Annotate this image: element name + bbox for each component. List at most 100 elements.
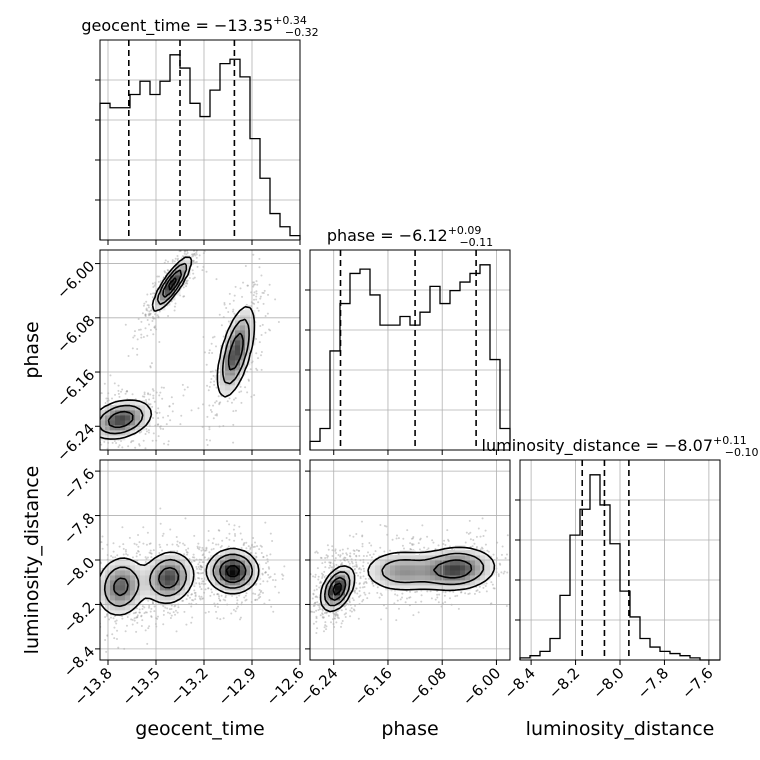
density-cell bbox=[330, 595, 336, 601]
density-cell bbox=[180, 590, 186, 596]
sample-point bbox=[281, 577, 284, 580]
sample-point bbox=[188, 596, 191, 599]
sample-point bbox=[409, 590, 412, 593]
density-cell bbox=[150, 575, 156, 581]
sample-point bbox=[82, 413, 84, 415]
sample-point bbox=[353, 552, 356, 555]
sample-point bbox=[148, 398, 151, 401]
sample-point bbox=[361, 545, 364, 548]
sample-point bbox=[140, 336, 143, 339]
sample-point bbox=[127, 445, 130, 448]
sample-point bbox=[361, 542, 364, 545]
density-cell bbox=[230, 360, 236, 366]
sample-point bbox=[193, 589, 196, 592]
density-cell bbox=[135, 600, 141, 606]
sample-point bbox=[156, 423, 159, 426]
sample-point bbox=[225, 520, 228, 523]
sample-point bbox=[334, 549, 337, 552]
sample-point bbox=[166, 268, 169, 271]
sample-point bbox=[336, 614, 339, 617]
sample-point bbox=[211, 351, 214, 354]
sample-point bbox=[314, 601, 317, 604]
sample-point bbox=[243, 541, 246, 544]
sample-point bbox=[482, 586, 485, 589]
sample-point bbox=[397, 607, 400, 610]
density-cell bbox=[445, 555, 451, 561]
sample-point bbox=[149, 552, 152, 555]
sample-point bbox=[167, 611, 170, 614]
sample-point bbox=[167, 440, 170, 443]
density-cell bbox=[115, 560, 121, 566]
sample-point bbox=[186, 246, 188, 248]
sample-point bbox=[210, 548, 213, 551]
sample-point bbox=[253, 302, 256, 305]
sample-point bbox=[131, 393, 134, 396]
density-cell bbox=[180, 575, 186, 581]
density-cell bbox=[430, 570, 436, 576]
contour-line bbox=[225, 564, 241, 578]
density-cell bbox=[350, 580, 356, 586]
sample-point bbox=[341, 562, 344, 565]
sample-point bbox=[429, 590, 432, 593]
density-cell bbox=[410, 570, 416, 576]
density-cell bbox=[435, 555, 441, 561]
sample-point bbox=[497, 575, 500, 578]
sample-point bbox=[195, 567, 198, 570]
sample-point bbox=[136, 338, 139, 341]
sample-point bbox=[144, 432, 147, 435]
density-cell bbox=[480, 555, 486, 561]
density-cell bbox=[400, 585, 406, 591]
density-cell bbox=[235, 555, 241, 561]
sample-point bbox=[418, 548, 421, 551]
sample-point bbox=[149, 366, 152, 369]
sample-point bbox=[352, 549, 355, 552]
sample-point bbox=[331, 555, 334, 558]
sample-point bbox=[149, 542, 152, 545]
sample-point bbox=[352, 565, 355, 568]
sample-point bbox=[113, 382, 116, 385]
sample-point bbox=[315, 617, 318, 620]
density-cell bbox=[180, 265, 186, 271]
sample-point bbox=[167, 260, 170, 263]
sample-point bbox=[142, 526, 145, 529]
sample-point bbox=[323, 570, 326, 573]
sample-point bbox=[352, 535, 355, 538]
density-cell bbox=[350, 575, 356, 581]
density-cell bbox=[125, 560, 131, 566]
sample-point bbox=[201, 597, 204, 600]
density-cell bbox=[220, 380, 226, 386]
sample-point bbox=[314, 595, 317, 598]
sample-point bbox=[140, 430, 143, 433]
sample-point bbox=[141, 395, 144, 398]
density-cell bbox=[420, 555, 426, 561]
sample-point bbox=[442, 542, 445, 545]
sample-point bbox=[193, 253, 196, 256]
sample-point bbox=[87, 412, 89, 414]
density-cell bbox=[180, 565, 186, 571]
sample-point bbox=[481, 547, 484, 550]
sample-point bbox=[362, 575, 365, 578]
sample-point bbox=[151, 320, 154, 323]
density-cell bbox=[240, 570, 246, 576]
density-cell bbox=[335, 605, 341, 611]
sample-point bbox=[259, 544, 262, 547]
sample-point bbox=[253, 545, 256, 548]
sample-point bbox=[326, 555, 329, 558]
sample-point bbox=[261, 567, 264, 570]
density-cell bbox=[455, 560, 461, 566]
density-cell bbox=[420, 560, 426, 566]
sample-point bbox=[397, 537, 400, 540]
density-cell bbox=[215, 570, 221, 576]
sample-point bbox=[504, 557, 507, 560]
sample-point bbox=[187, 594, 190, 597]
sample-point bbox=[244, 599, 247, 602]
sample-point bbox=[313, 604, 316, 607]
density-cell bbox=[460, 585, 466, 591]
density-cell bbox=[375, 580, 381, 586]
sample-point bbox=[156, 617, 159, 620]
density-cell bbox=[470, 550, 476, 556]
density-cell bbox=[145, 410, 151, 416]
sample-point bbox=[443, 539, 446, 542]
density-cell bbox=[330, 600, 336, 606]
sample-point bbox=[485, 582, 488, 585]
